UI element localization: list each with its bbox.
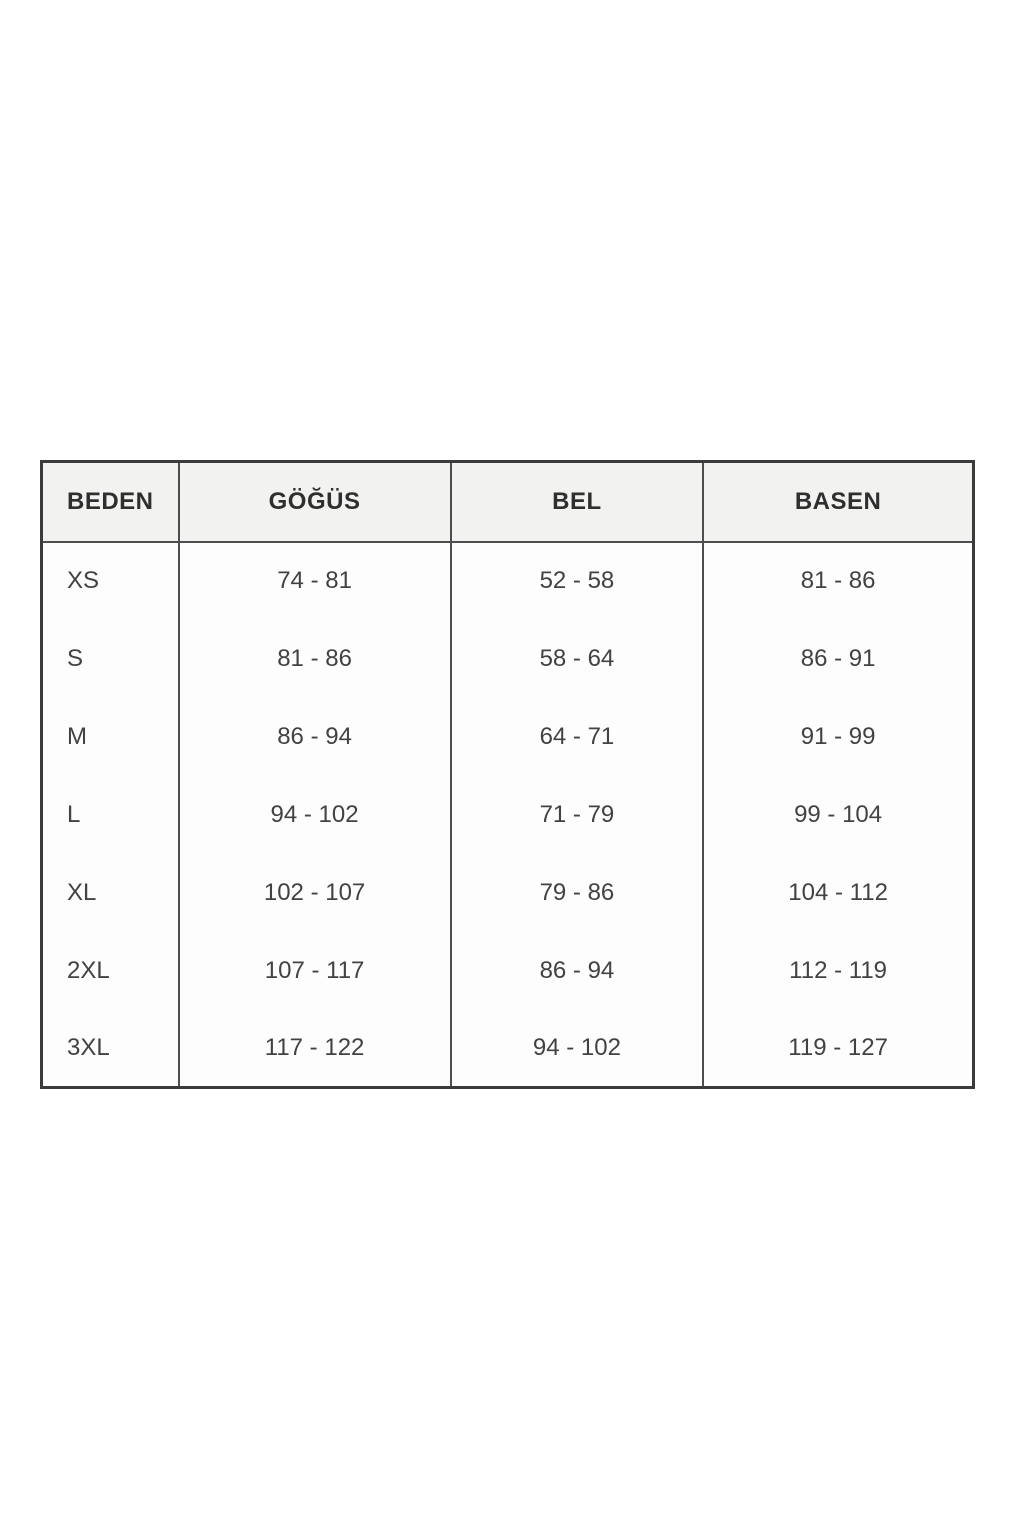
size-label: L	[40, 775, 180, 854]
hip-range: 86 - 91	[702, 619, 975, 698]
waist-range: 79 - 86	[449, 853, 705, 932]
column-header-beden: BEDEN	[40, 461, 180, 543]
size-label: 2XL	[40, 931, 180, 1010]
table-row: M 86 - 94 64 - 71 91 - 99	[40, 697, 975, 776]
size-chart-table: BEDEN GÖĞÜS BEL BASEN XS 74 - 81 52 - 58…	[40, 460, 975, 1089]
table-row: XL 102 - 107 79 - 86 104 - 112	[40, 853, 975, 932]
waist-range: 94 - 102	[449, 1009, 705, 1088]
table-row: 2XL 107 - 117 86 - 94 112 - 119	[40, 931, 975, 1010]
size-label: 3XL	[40, 1009, 180, 1088]
hip-range: 99 - 104	[702, 775, 975, 854]
chest-range: 94 - 102	[177, 775, 452, 854]
waist-range: 58 - 64	[449, 619, 705, 698]
size-label: M	[40, 697, 180, 776]
chest-range: 86 - 94	[177, 697, 452, 776]
table-row: S 81 - 86 58 - 64 86 - 91	[40, 619, 975, 698]
chest-range: 117 - 122	[177, 1009, 452, 1088]
waist-range: 52 - 58	[449, 541, 705, 620]
table-row: L 94 - 102 71 - 79 99 - 104	[40, 775, 975, 854]
column-header-basen: BASEN	[702, 461, 975, 543]
column-header-bel: BEL	[449, 461, 705, 543]
waist-range: 71 - 79	[449, 775, 705, 854]
hip-range: 91 - 99	[702, 697, 975, 776]
waist-range: 64 - 71	[449, 697, 705, 776]
table-row: 3XL 117 - 122 94 - 102 119 - 127	[40, 1009, 975, 1088]
chest-range: 107 - 117	[177, 931, 452, 1010]
chest-range: 102 - 107	[177, 853, 452, 932]
waist-range: 86 - 94	[449, 931, 705, 1010]
size-label: S	[40, 619, 180, 698]
size-label: XL	[40, 853, 180, 932]
header-row: BEDEN GÖĞÜS BEL BASEN	[40, 461, 975, 543]
hip-range: 81 - 86	[702, 541, 975, 620]
hip-range: 112 - 119	[702, 931, 975, 1010]
chest-range: 74 - 81	[177, 541, 452, 620]
column-header-gogus: GÖĞÜS	[177, 461, 452, 543]
hip-range: 119 - 127	[702, 1009, 975, 1088]
size-label: XS	[40, 541, 180, 620]
hip-range: 104 - 112	[702, 853, 975, 932]
chest-range: 81 - 86	[177, 619, 452, 698]
table-row: XS 74 - 81 52 - 58 81 - 86	[40, 541, 975, 620]
